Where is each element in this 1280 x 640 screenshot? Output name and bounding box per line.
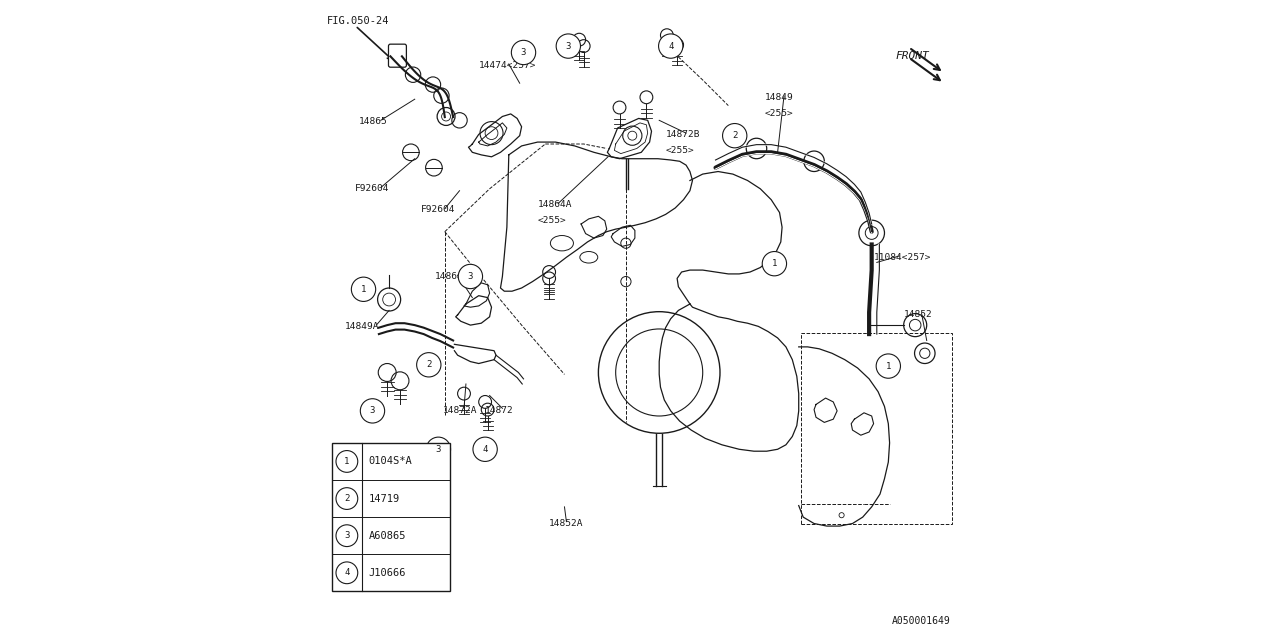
Circle shape [763,252,786,276]
Text: 1: 1 [344,457,349,466]
Polygon shape [799,347,890,526]
Text: 14849A: 14849A [344,322,379,331]
Text: 2: 2 [426,360,431,369]
Circle shape [335,451,358,472]
Text: 14864: 14864 [435,272,463,281]
Circle shape [458,264,483,289]
Text: A60865: A60865 [369,531,406,541]
Text: 3: 3 [370,406,375,415]
Text: 1: 1 [772,259,777,268]
Polygon shape [465,283,490,307]
Text: 14474<257>: 14474<257> [479,61,536,70]
Text: 2: 2 [732,131,737,140]
Polygon shape [456,296,492,325]
Circle shape [426,437,451,461]
Bar [801,333,952,524]
Polygon shape [814,398,837,422]
Polygon shape [659,304,799,451]
Text: 14864A: 14864A [538,200,572,209]
Text: 11084<257>: 11084<257> [874,253,931,262]
Text: 3: 3 [344,531,349,540]
Text: <255>: <255> [666,146,694,155]
Text: FRONT: FRONT [896,51,929,61]
Text: 3: 3 [435,445,442,454]
Text: 14852: 14852 [904,310,932,319]
Text: 0104S*A: 0104S*A [369,456,412,467]
Text: 14852A: 14852A [549,519,584,528]
Text: A050001649: A050001649 [892,616,950,626]
Text: 14865: 14865 [358,117,387,126]
Circle shape [556,34,581,58]
Polygon shape [454,344,497,364]
Text: 14872: 14872 [485,406,513,415]
Circle shape [335,562,358,584]
Text: 3: 3 [521,48,526,57]
Polygon shape [851,413,874,435]
Text: F92604: F92604 [356,184,389,193]
Text: 3: 3 [566,42,571,51]
Text: <255>: <255> [538,216,566,225]
Circle shape [877,354,901,378]
Text: <255>: <255> [765,109,794,118]
Text: 4: 4 [668,42,673,51]
Text: 1: 1 [886,362,891,371]
Text: 14872A: 14872A [443,406,477,415]
Text: 2: 2 [344,494,349,503]
Circle shape [335,488,358,509]
Text: FIG.050-24: FIG.050-24 [326,16,389,26]
Text: 1: 1 [361,285,366,294]
Text: J10666: J10666 [369,568,406,578]
Text: 4: 4 [483,445,488,454]
Circle shape [361,399,385,423]
Circle shape [511,40,535,65]
Text: 4: 4 [344,568,349,577]
Text: 14872B: 14872B [666,130,700,139]
Circle shape [659,34,684,58]
Bar [332,443,451,591]
Text: 3: 3 [467,272,474,281]
Text: 14719: 14719 [369,493,399,504]
Polygon shape [500,142,692,291]
Circle shape [474,437,498,461]
Text: 14849: 14849 [765,93,794,102]
Polygon shape [608,118,652,159]
Circle shape [417,353,440,377]
Circle shape [335,525,358,547]
Circle shape [723,124,748,148]
Text: F92604: F92604 [421,205,456,214]
Circle shape [351,277,376,301]
FancyBboxPatch shape [389,44,407,67]
